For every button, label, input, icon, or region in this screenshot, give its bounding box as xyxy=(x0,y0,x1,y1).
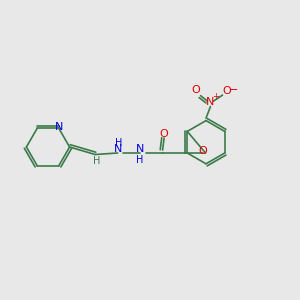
Text: O: O xyxy=(160,128,169,139)
Text: N: N xyxy=(206,97,215,107)
Text: H: H xyxy=(136,154,144,165)
Text: −: − xyxy=(229,85,239,95)
Text: O: O xyxy=(223,86,231,96)
Text: H: H xyxy=(93,156,100,166)
Text: H: H xyxy=(115,138,122,148)
Text: O: O xyxy=(191,85,200,95)
Text: N: N xyxy=(113,144,122,154)
Text: N: N xyxy=(55,122,63,132)
Text: O: O xyxy=(199,146,208,156)
Text: +: + xyxy=(212,92,219,101)
Text: N: N xyxy=(136,144,144,154)
